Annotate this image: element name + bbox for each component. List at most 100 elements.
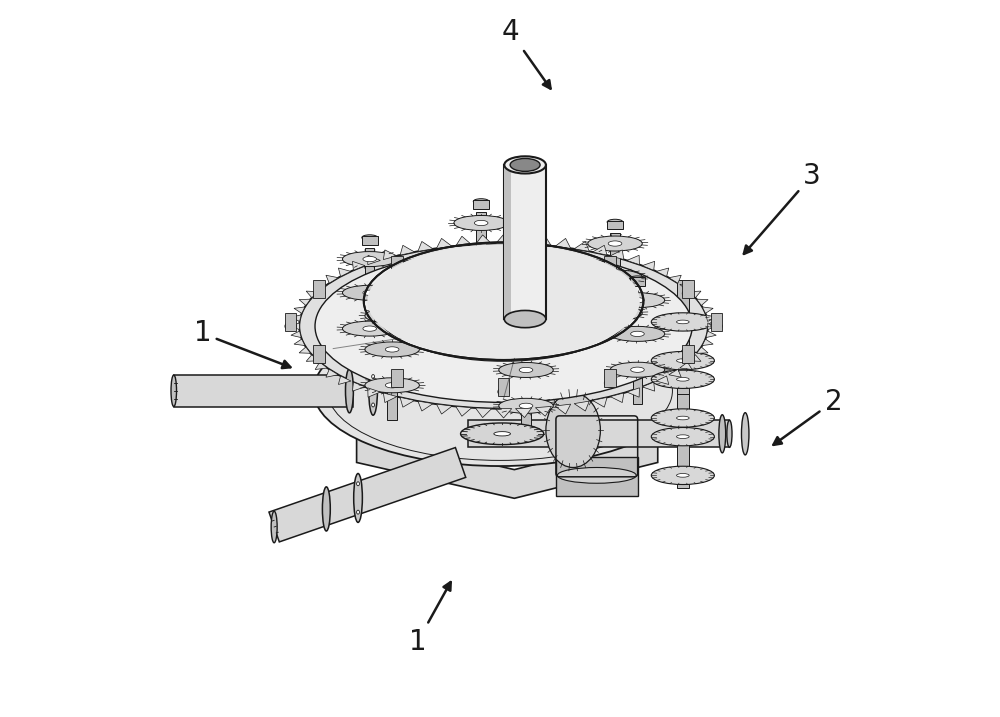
Bar (313, 346, 325, 364)
Polygon shape (418, 242, 433, 252)
Polygon shape (353, 382, 365, 391)
Polygon shape (535, 407, 551, 417)
Ellipse shape (369, 366, 377, 415)
Text: 1: 1 (194, 319, 290, 368)
Polygon shape (656, 268, 669, 277)
Polygon shape (535, 236, 551, 246)
Ellipse shape (741, 413, 749, 455)
Bar (504, 165, 546, 319)
Polygon shape (383, 250, 397, 260)
Bar (285, 313, 296, 331)
Polygon shape (697, 299, 708, 305)
Polygon shape (400, 397, 415, 407)
Ellipse shape (354, 473, 362, 523)
Bar (518, 313, 534, 322)
Polygon shape (353, 261, 365, 270)
Bar (473, 200, 489, 209)
Ellipse shape (677, 377, 689, 381)
Ellipse shape (651, 409, 714, 427)
Ellipse shape (677, 435, 689, 439)
Polygon shape (593, 245, 607, 255)
Polygon shape (515, 408, 532, 417)
Ellipse shape (588, 305, 642, 320)
Bar (365, 248, 374, 363)
Ellipse shape (607, 219, 623, 225)
Polygon shape (689, 355, 701, 361)
Bar (604, 256, 616, 274)
Ellipse shape (365, 342, 419, 357)
Ellipse shape (385, 347, 399, 352)
Ellipse shape (588, 236, 642, 251)
Ellipse shape (610, 293, 665, 308)
Polygon shape (368, 388, 380, 397)
Polygon shape (294, 307, 305, 313)
Ellipse shape (342, 285, 397, 300)
Ellipse shape (313, 289, 325, 298)
Ellipse shape (630, 276, 645, 282)
Ellipse shape (651, 351, 714, 370)
Ellipse shape (357, 482, 359, 485)
Bar (610, 233, 620, 348)
Polygon shape (680, 283, 692, 290)
Ellipse shape (454, 250, 508, 264)
Polygon shape (706, 331, 716, 338)
Polygon shape (495, 409, 512, 418)
Bar (521, 326, 531, 440)
Ellipse shape (365, 308, 419, 323)
Text: 3: 3 (744, 161, 821, 254)
Ellipse shape (608, 241, 622, 246)
Polygon shape (642, 261, 655, 270)
Polygon shape (418, 401, 433, 411)
Polygon shape (669, 369, 681, 377)
Polygon shape (495, 234, 512, 244)
Ellipse shape (631, 367, 644, 372)
Polygon shape (456, 407, 472, 417)
Ellipse shape (651, 370, 714, 389)
Polygon shape (400, 245, 415, 255)
Ellipse shape (557, 467, 636, 483)
Polygon shape (368, 255, 380, 265)
Ellipse shape (391, 265, 403, 274)
Ellipse shape (474, 254, 488, 260)
Ellipse shape (363, 326, 377, 331)
Polygon shape (299, 347, 311, 353)
Ellipse shape (510, 158, 540, 171)
Bar (387, 305, 397, 419)
Ellipse shape (588, 270, 642, 285)
Polygon shape (306, 291, 318, 298)
Ellipse shape (313, 355, 325, 364)
Bar (362, 236, 378, 244)
FancyBboxPatch shape (556, 457, 638, 496)
Ellipse shape (374, 252, 633, 361)
Ellipse shape (504, 156, 546, 174)
Polygon shape (291, 331, 301, 338)
Polygon shape (338, 376, 351, 384)
Ellipse shape (719, 414, 726, 453)
Ellipse shape (498, 257, 509, 265)
Ellipse shape (518, 312, 534, 318)
Ellipse shape (454, 285, 508, 300)
Polygon shape (357, 434, 658, 498)
Ellipse shape (499, 363, 553, 377)
Bar (498, 247, 509, 265)
Ellipse shape (711, 322, 722, 331)
Polygon shape (299, 299, 311, 305)
Ellipse shape (651, 313, 714, 331)
Polygon shape (574, 401, 589, 411)
Ellipse shape (461, 423, 544, 445)
Bar (711, 313, 722, 331)
Polygon shape (315, 362, 327, 369)
Polygon shape (468, 420, 729, 447)
Ellipse shape (604, 379, 616, 387)
Bar (633, 290, 642, 404)
Polygon shape (555, 239, 571, 248)
Ellipse shape (385, 313, 399, 318)
Ellipse shape (362, 234, 378, 240)
Bar (677, 394, 689, 488)
Ellipse shape (677, 416, 689, 420)
Bar (498, 378, 509, 396)
Polygon shape (326, 275, 338, 283)
Ellipse shape (494, 432, 510, 436)
Ellipse shape (519, 403, 533, 409)
Ellipse shape (651, 466, 714, 485)
